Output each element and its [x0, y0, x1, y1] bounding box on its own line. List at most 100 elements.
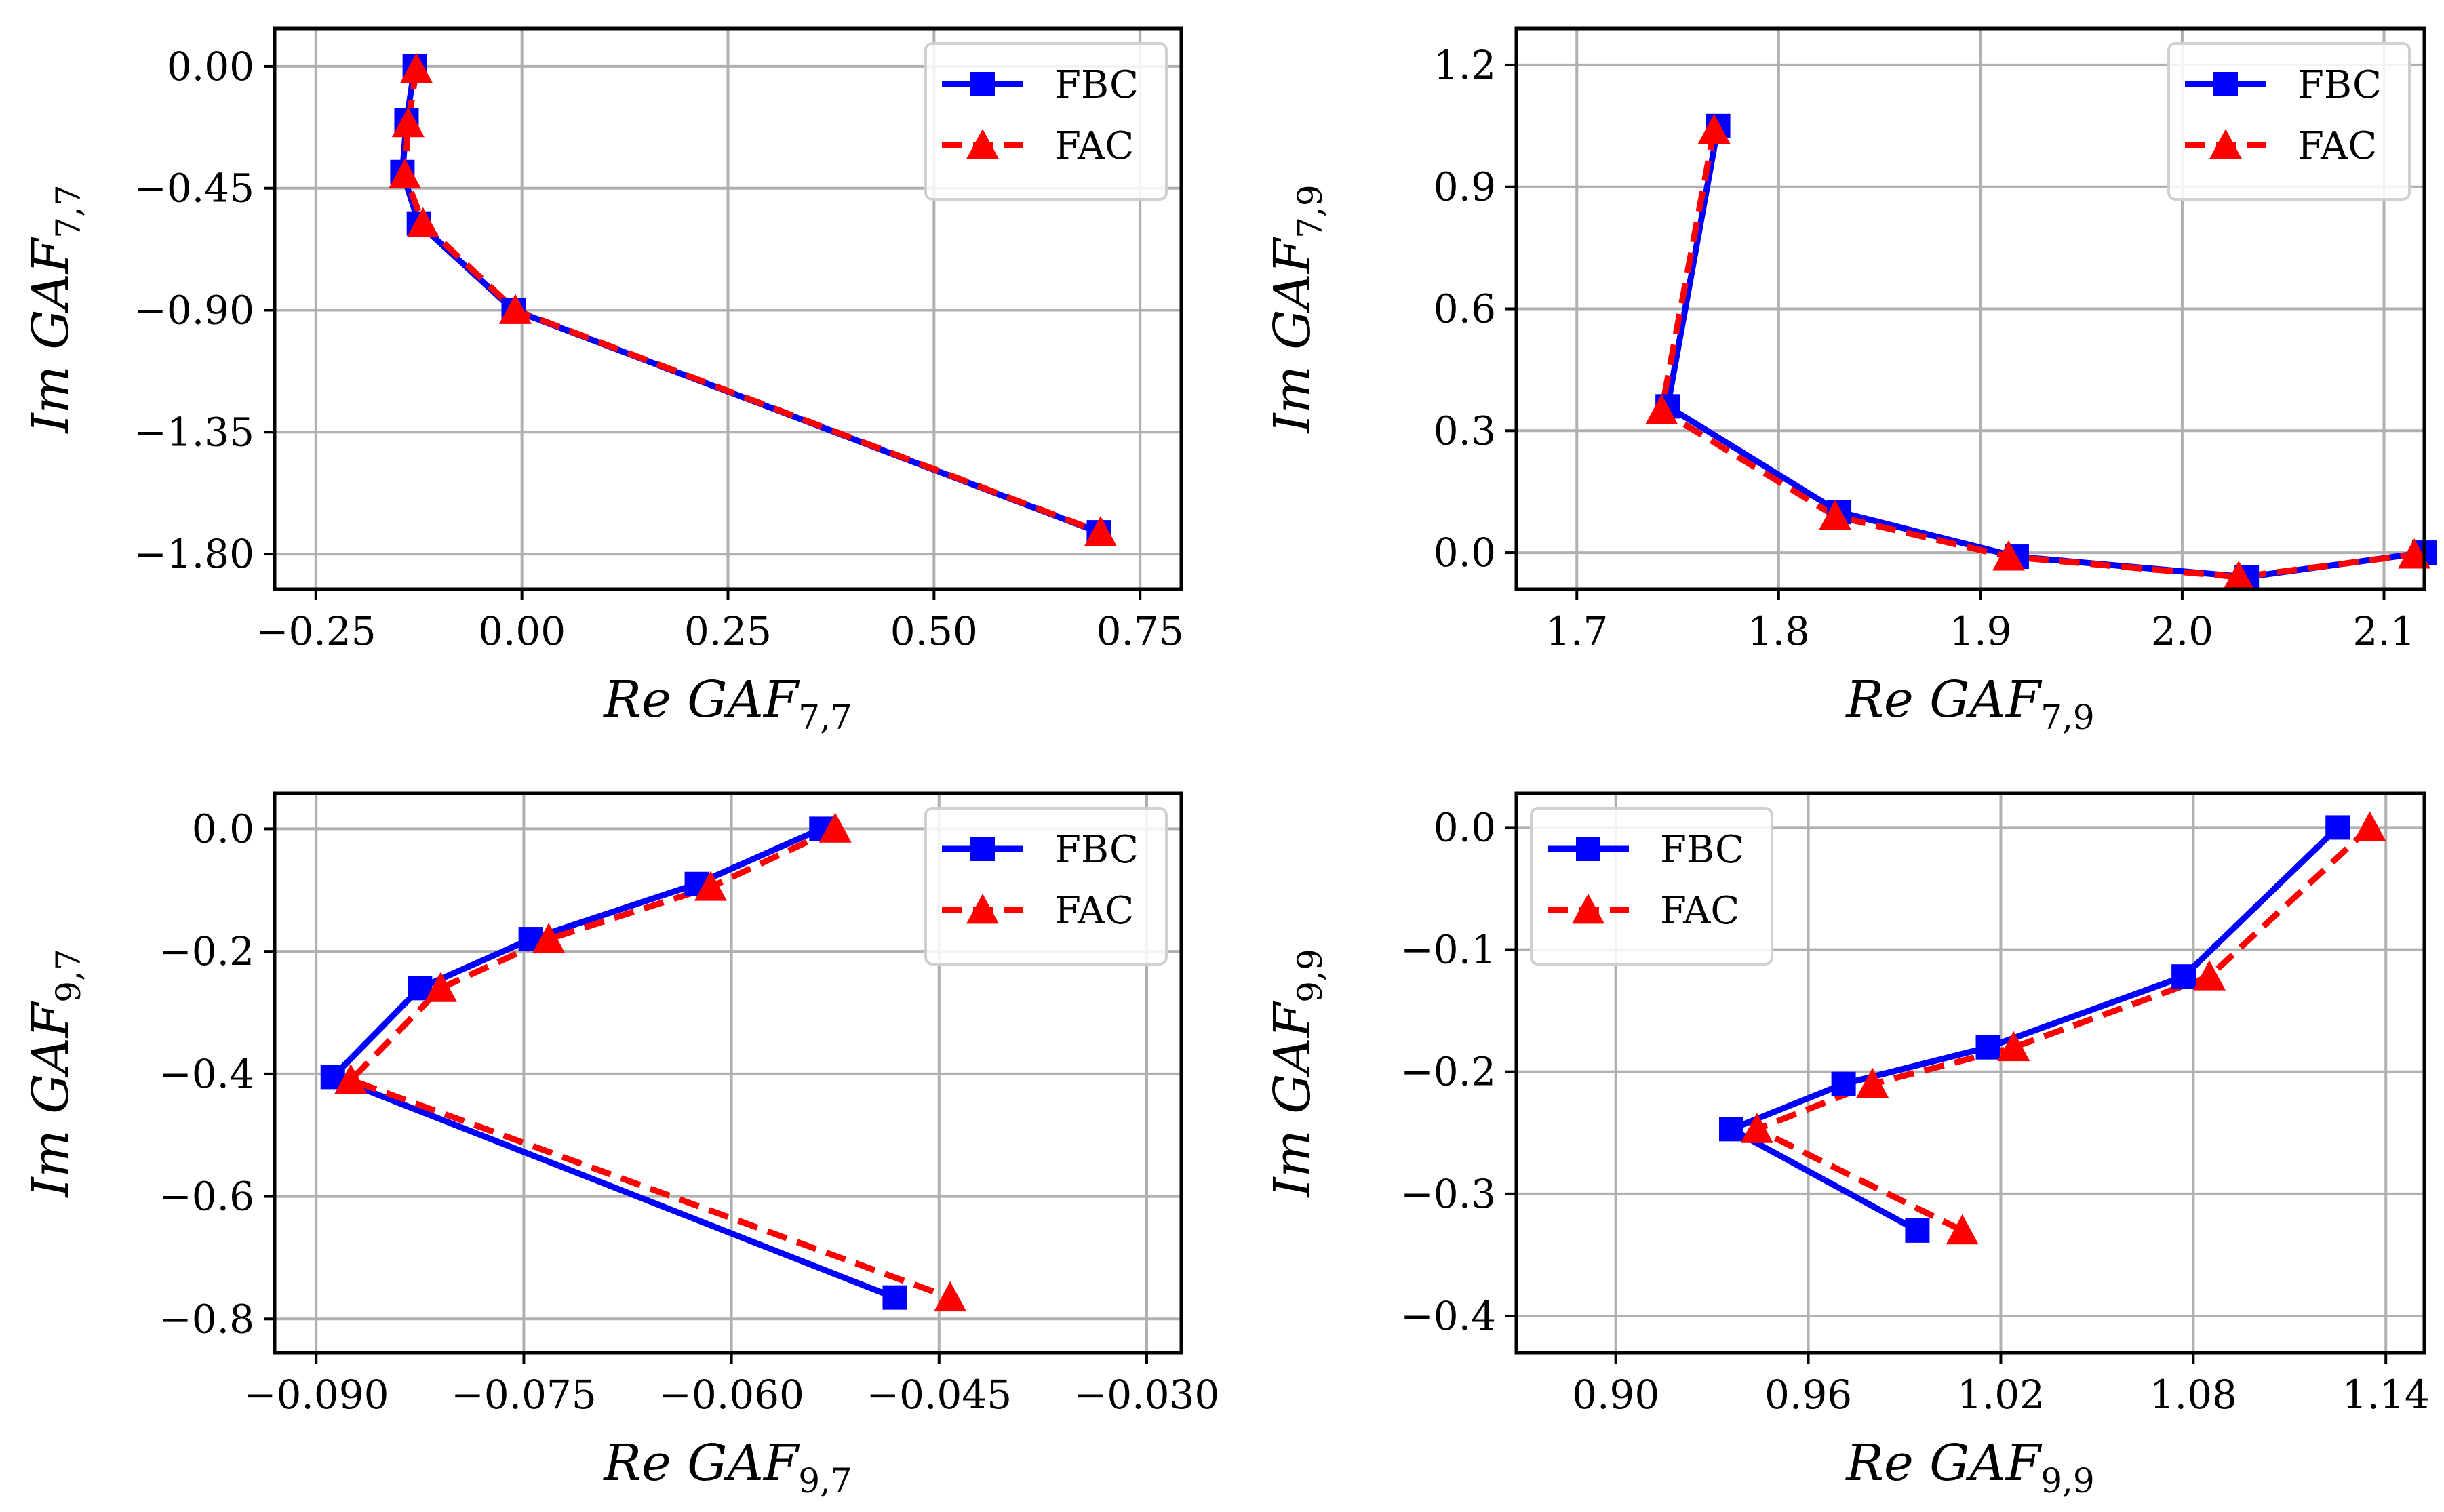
chart-0-x-tick-label: 0.00 [478, 608, 566, 654]
chart-0-y-axis-label-sub: 7,7 [49, 184, 88, 239]
chart-3-x-tick-label: 0.96 [1765, 1372, 1852, 1418]
chart-3-y-tick-label: 0.0 [1434, 804, 1496, 850]
chart-2-legend: FBC FAC [924, 807, 1168, 966]
chart-3-series-fbc-point [1831, 1071, 1856, 1096]
chart-1-x-tick-label: 2.0 [2151, 608, 2213, 654]
chart-1-series-fac-line [1658, 129, 2415, 580]
chart-3-series-fac-point [1946, 1214, 1979, 1245]
chart-3-series-fbc-point [2171, 964, 2196, 989]
chart-2-series-fac-point [934, 1281, 967, 1312]
chart-3-series-fbc-point [1975, 1035, 2000, 1060]
chart-3-series-fbc-point [1905, 1218, 1930, 1243]
chart-3-x-tick-label: 1.14 [2342, 1372, 2430, 1418]
chart-1-legend: FBC FAC [2167, 42, 2411, 201]
chart-1-x-tick-label: 2.1 [2352, 608, 2415, 654]
chart-0-legend: FBC FAC [924, 42, 1168, 201]
chart-2-x-tick-label: −0.090 [243, 1372, 389, 1418]
chart-1-x-tick-label: 1.9 [1949, 608, 2011, 654]
chart-2-plot-area [320, 812, 967, 1312]
chart-2-legend-fac-marker [966, 894, 999, 924]
chart-2-axes-frame [273, 791, 1183, 1355]
chart-0-y-tick-label: 0.00 [167, 43, 254, 89]
chart-2-y-tick-label: 0.0 [192, 805, 254, 852]
chart-3-series-fac-point [1740, 1113, 1773, 1143]
chart-3-grid [1516, 793, 2424, 1353]
subplot-gaf-9-7: −0.090 −0.075 −0.060 −0.045 −0.030 0.0 −0.2 −0.… [22, 791, 1219, 1500]
chart-2-x-tick-label: −0.045 [866, 1372, 1012, 1418]
chart-2-y-axis-label-sub: 9,7 [49, 949, 88, 1003]
chart-0-x-axis-label-sub: 7,7 [798, 698, 852, 737]
chart-2-series-fac-point [424, 972, 457, 1002]
chart-2-x-tick-label: −0.075 [451, 1372, 597, 1418]
chart-0-legend-fac-marker [966, 129, 999, 159]
chart-3-legend-fac-marker [1572, 894, 1604, 924]
chart-1-series-fbc-line [1664, 125, 2425, 580]
chart-2-y-tick-label: −0.6 [159, 1174, 254, 1220]
chart-3-plot-area [1719, 811, 2386, 1245]
chart-2-legend-fbc-label: FBC [1055, 828, 1139, 872]
chart-1-y-tick-label: 1.2 [1434, 42, 1496, 88]
chart-3-legend-fbc-marker [1576, 837, 1600, 861]
chart-3-y-axis-label: Im GAF9,9 [1263, 949, 1330, 1198]
chart-2-x-axis-label-sub: 9,7 [798, 1461, 852, 1500]
chart-2-y-axis-label-prefix: Im GAF [22, 1001, 80, 1198]
chart-1-series-fac-point [2222, 561, 2255, 591]
chart-0-y-tick-label: −1.35 [134, 409, 254, 455]
chart-2-series-fbc-line [330, 826, 896, 1300]
chart-1-x-axis-label: Re GAF7,9 [1845, 671, 2094, 737]
chart-1-y-tick-label: 0.9 [1434, 164, 1496, 210]
chart-1-y-axis-label-sub: 7,9 [1290, 184, 1330, 239]
chart-3-y-tick-label: −0.4 [1400, 1293, 1496, 1339]
chart-3-x-tick-label: 1.02 [1957, 1372, 2045, 1418]
chart-3-series-fac-point [1856, 1067, 1889, 1098]
chart-3-series-fbc-line [1728, 825, 2340, 1233]
chart-3-legend-fbc-label: FBC [1660, 828, 1744, 872]
chart-0-x-tick-label: 0.75 [1097, 608, 1184, 654]
chart-1-plot-area [1645, 113, 2437, 591]
chart-3-series-fbc-point [2325, 815, 2350, 840]
chart-0-y-tick-label: −0.45 [134, 165, 254, 212]
chart-3-series-fbc-point [1719, 1117, 1744, 1142]
chart-2-x-tick-label: −0.060 [658, 1372, 804, 1418]
chart-1-legend-fac-label: FAC [2298, 124, 2377, 168]
chart-1-x-axis-label-sub: 7,9 [2041, 698, 2095, 737]
chart-1-legend-fac-marker [2209, 129, 2242, 159]
subplot-gaf-7-9: 1.7 1.8 1.9 2.0 2.11.20.90.60.30.0Re GAF7,9I… [1263, 26, 2437, 737]
chart-1-series-fac-point [1819, 500, 1852, 530]
chart-0-series-fac-point [389, 158, 422, 189]
chart-3-x-axis-label: Re GAF9,9 [1845, 1434, 2094, 1500]
chart-3-series-fac-line [1754, 825, 2372, 1233]
chart-1-series-fac-point [1992, 540, 2026, 571]
chart-2-y-tick-label: −0.2 [159, 928, 254, 974]
chart-2-series-fbc-point [882, 1285, 907, 1310]
chart-0-plot-area [389, 52, 1117, 546]
chart-3-y-axis-label-sub: 9,9 [1290, 949, 1330, 1003]
chart-3-y-tick-label: −0.1 [1400, 927, 1496, 973]
chart-0-x-axis-label-prefix: Re GAF [602, 671, 800, 729]
chart-1-y-axis-label-prefix: Im GAF [1263, 237, 1322, 434]
chart-1-y-axis-label: Im GAF7,9 [1263, 184, 1330, 434]
chart-0-series-fac-point [400, 52, 433, 83]
chart-3-y-tick-label: −0.3 [1400, 1171, 1496, 1217]
chart-2-legend-fbc-marker [970, 837, 995, 861]
chart-0-y-axis-label: Im GAF7,7 [22, 184, 88, 434]
chart-1-axes-frame [1514, 26, 2426, 591]
chart-3-legend-fac-label: FAC [1660, 889, 1739, 933]
chart-1-x-tick-label: 1.8 [1748, 608, 1810, 654]
chart-0-series-fac-point [406, 207, 439, 238]
chart-1-series-fac-point [1697, 113, 1731, 144]
chart-3-series-fac-point [1997, 1031, 2030, 1062]
subplot-gaf-9-9: 0.90 0.96 1.02 1.08 1.14 0.0 −0.1 −0.2 −0.3 −0.4 R… [1263, 791, 2430, 1500]
chart-3-x-axis-label-prefix: Re GAF [1845, 1434, 2043, 1492]
chart-3-x-tick-label: 0.90 [1572, 1372, 1659, 1418]
chart-0-legend-fac-label: FAC [1055, 124, 1134, 168]
chart-2-y-tick-label: −0.8 [159, 1296, 254, 1342]
chart-0-x-tick-label: 0.50 [890, 608, 978, 654]
chart-0-x-tick-label: 0.25 [684, 608, 772, 654]
chart-3-series-fac-point [2192, 960, 2226, 991]
chart-0-y-tick-label: −0.90 [134, 287, 254, 333]
chart-0-y-axis-label-prefix: Im GAF [22, 237, 80, 434]
chart-0-series-fac-point [1084, 516, 1117, 546]
chart-3-x-axis-label-sub: 9,9 [2041, 1461, 2095, 1500]
